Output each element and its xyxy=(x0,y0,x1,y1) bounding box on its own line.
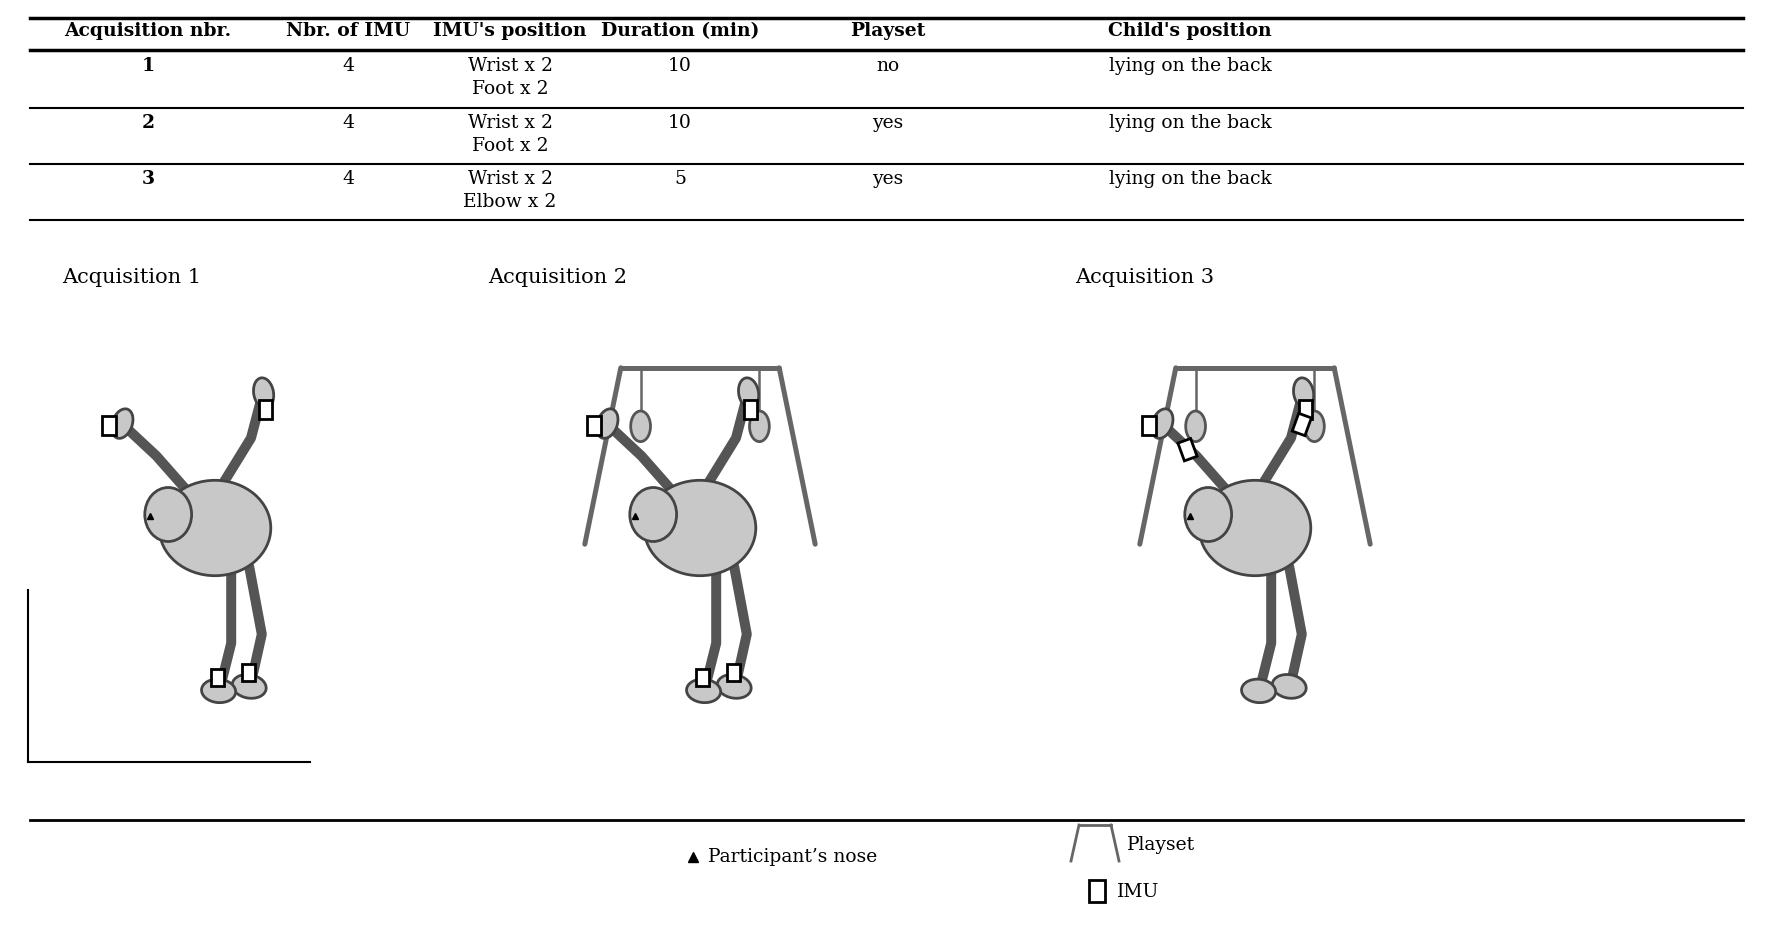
Text: 4: 4 xyxy=(342,114,355,132)
Text: Acquisition 1: Acquisition 1 xyxy=(62,268,200,287)
Text: lying on the back: lying on the back xyxy=(1108,57,1271,75)
Text: no: no xyxy=(876,57,899,75)
Bar xyxy=(1293,414,1312,435)
Bar xyxy=(587,416,601,435)
Bar xyxy=(259,400,271,418)
Bar xyxy=(211,669,225,686)
Text: Acquisition nbr.: Acquisition nbr. xyxy=(64,22,232,40)
Ellipse shape xyxy=(1186,411,1206,442)
Text: yes: yes xyxy=(872,114,904,132)
Text: Foot x 2: Foot x 2 xyxy=(472,137,548,155)
Ellipse shape xyxy=(1184,488,1232,542)
Text: 4: 4 xyxy=(342,57,355,75)
Ellipse shape xyxy=(232,674,266,699)
Text: Wrist x 2: Wrist x 2 xyxy=(468,57,553,75)
Bar xyxy=(697,669,709,686)
Ellipse shape xyxy=(631,411,651,442)
Ellipse shape xyxy=(1305,411,1324,442)
Text: Playset: Playset xyxy=(1128,836,1195,854)
Bar xyxy=(1142,416,1156,435)
Ellipse shape xyxy=(160,480,271,575)
Text: lying on the back: lying on the back xyxy=(1108,114,1271,132)
Text: 10: 10 xyxy=(668,57,691,75)
Text: Foot x 2: Foot x 2 xyxy=(472,80,548,98)
Bar xyxy=(1298,400,1312,418)
Text: yes: yes xyxy=(872,170,904,188)
Ellipse shape xyxy=(718,674,752,699)
Ellipse shape xyxy=(1294,378,1314,408)
Ellipse shape xyxy=(112,409,133,438)
Ellipse shape xyxy=(145,488,191,542)
Ellipse shape xyxy=(202,679,236,702)
Ellipse shape xyxy=(750,411,769,442)
Bar xyxy=(727,664,739,682)
Ellipse shape xyxy=(1152,409,1174,438)
Text: IMU: IMU xyxy=(1117,883,1160,901)
Ellipse shape xyxy=(1199,480,1310,575)
Ellipse shape xyxy=(1241,679,1275,702)
Ellipse shape xyxy=(598,409,619,438)
Bar xyxy=(1177,438,1197,460)
Text: Child's position: Child's position xyxy=(1108,22,1271,40)
Ellipse shape xyxy=(1273,674,1307,699)
Text: 2: 2 xyxy=(142,114,154,132)
Ellipse shape xyxy=(686,679,720,702)
Text: Wrist x 2: Wrist x 2 xyxy=(468,170,553,188)
Text: Duration (min): Duration (min) xyxy=(601,22,759,40)
Ellipse shape xyxy=(629,488,677,542)
Text: 4: 4 xyxy=(342,170,355,188)
Ellipse shape xyxy=(739,378,759,408)
Text: Wrist x 2: Wrist x 2 xyxy=(468,114,553,132)
Text: IMU's position: IMU's position xyxy=(433,22,587,40)
Text: 1: 1 xyxy=(142,57,154,75)
Text: lying on the back: lying on the back xyxy=(1108,170,1271,188)
Text: Nbr. of IMU: Nbr. of IMU xyxy=(285,22,410,40)
Text: Acquisition 2: Acquisition 2 xyxy=(488,268,628,287)
Bar xyxy=(103,416,115,435)
Text: 10: 10 xyxy=(668,114,691,132)
Text: Playset: Playset xyxy=(851,22,926,40)
Text: 3: 3 xyxy=(142,170,154,188)
Text: Elbow x 2: Elbow x 2 xyxy=(463,193,557,211)
Text: 5: 5 xyxy=(674,170,686,188)
Bar xyxy=(743,400,757,418)
Ellipse shape xyxy=(254,378,273,408)
Text: Acquisition 3: Acquisition 3 xyxy=(1074,268,1215,287)
Bar xyxy=(241,664,255,682)
Bar xyxy=(1089,880,1105,902)
Ellipse shape xyxy=(644,480,755,575)
Text: Participant’s nose: Participant’s nose xyxy=(707,848,878,866)
